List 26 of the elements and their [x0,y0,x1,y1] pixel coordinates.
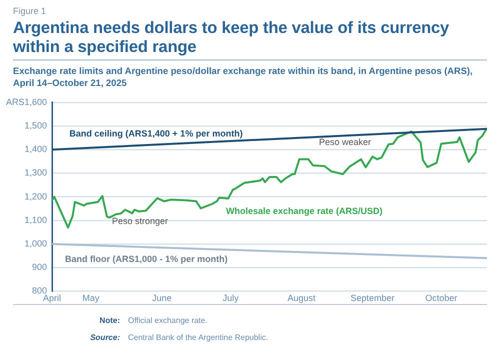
y-tick-label: 1,000 [24,238,47,248]
text: Note: Official exchange rate. [98,316,208,325]
x-tick-label: August [288,293,316,304]
y-tick-label: 1,300 [24,168,47,178]
annotation: Peso weaker [318,137,372,147]
y-tick-label: 1,400 [24,144,47,154]
y-tick-label: 1,500 [24,120,47,130]
x-tick-label: May [82,293,100,304]
y-tick-label: 900 [32,262,47,272]
series-label: Wholesale exchange rate (ARS/USD) [226,206,383,216]
caption: Figure 1 [13,6,46,16]
chart-title: Argentina needs dollars to keep the value of its currency within a specified range [13,19,450,57]
x-tick-label: September [350,293,395,304]
annotation: Peso stronger [112,216,168,226]
x-tick-label: July [222,293,240,304]
source-note: Source: Central Bank of the Argentine Republic. [89,333,268,342]
y-tick-label: 1,100 [24,214,47,225]
x-tick-label: October [425,293,458,304]
x-tick-label: June [152,293,172,304]
x-tick-label: April [42,293,62,304]
chart-subtitle: Exchange rate limits and Argentine peso/dollar exchange rate within its band, in Argentine pesos (ARS), April 14–October 21, 2025 [13,65,474,89]
y-tick-label: 1,200 [24,191,47,202]
series-label: Band ceiling (ARS1,400 + 1% per month) [69,128,243,138]
series-label: Band floor (ARS1,000 - 1% per month) [65,254,228,264]
y-tick-label: ARS1,600 [6,96,47,107]
y-tick-label: 800 [32,286,47,296]
